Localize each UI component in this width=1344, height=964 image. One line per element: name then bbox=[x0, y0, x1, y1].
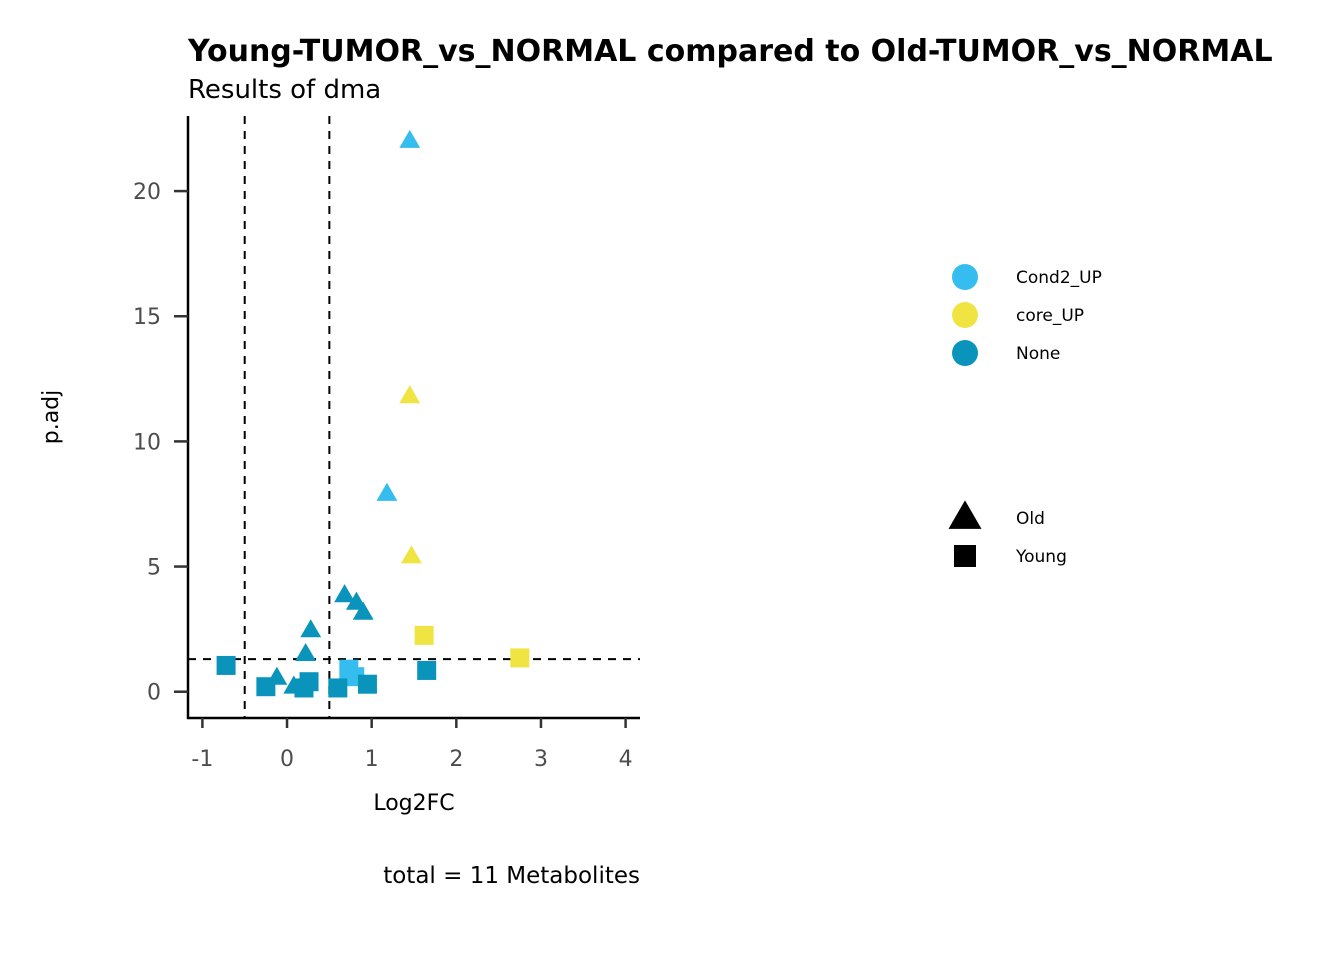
data-point bbox=[376, 482, 398, 501]
x-tick-label: 1 bbox=[365, 747, 379, 772]
y-axis-title: p.adj bbox=[39, 390, 64, 445]
data-point bbox=[417, 660, 437, 680]
shape-legend: Old Young bbox=[948, 500, 1067, 567]
y-tick-label: 15 bbox=[133, 305, 161, 330]
chart-subtitle: Results of dma bbox=[188, 75, 381, 105]
data-point bbox=[414, 625, 434, 645]
legend-color-label: None bbox=[1016, 344, 1060, 364]
x-axis-ticks: -1 0 1 2 3 4 bbox=[191, 718, 633, 772]
data-point bbox=[299, 672, 319, 692]
chart-caption: total = 11 Metabolites bbox=[383, 863, 640, 889]
x-axis-title: Log2FC bbox=[373, 791, 454, 816]
legend-color-label: core_UP bbox=[1016, 306, 1084, 326]
y-tick-label: 20 bbox=[133, 180, 161, 205]
legend-color-swatch bbox=[952, 302, 978, 328]
data-point bbox=[357, 674, 377, 694]
x-tick-label: 2 bbox=[449, 747, 463, 772]
legend-shape-swatch bbox=[954, 545, 976, 567]
data-point bbox=[399, 385, 421, 404]
x-tick-label: -1 bbox=[191, 747, 213, 772]
legend-shape-swatch bbox=[948, 500, 982, 529]
legend-color-label: Cond2_UP bbox=[1016, 268, 1102, 288]
y-tick-label: 0 bbox=[147, 681, 161, 706]
x-tick-label: 4 bbox=[619, 747, 633, 772]
y-tick-label: 5 bbox=[147, 556, 161, 581]
chart-title: Young-TUMOR_vs_NORMAL compared to Old-TU… bbox=[187, 34, 1273, 69]
data-point bbox=[300, 619, 322, 638]
data-point bbox=[216, 655, 236, 675]
data-point bbox=[328, 678, 348, 698]
legend-shape-label: Young bbox=[1015, 547, 1067, 567]
axes bbox=[186, 116, 640, 720]
data-point bbox=[295, 642, 317, 662]
legend-color-swatch bbox=[952, 340, 978, 366]
x-tick-label: 0 bbox=[280, 747, 294, 772]
data-points bbox=[216, 129, 530, 698]
data-point bbox=[399, 129, 421, 148]
data-point bbox=[256, 677, 276, 697]
x-tick-label: 3 bbox=[534, 747, 548, 772]
data-point bbox=[334, 584, 356, 603]
data-point bbox=[510, 648, 530, 668]
y-tick-label: 10 bbox=[133, 430, 161, 455]
color-legend: Cond2_UP core_UP None bbox=[952, 264, 1102, 366]
legend-shape-label: Old bbox=[1016, 509, 1045, 529]
data-point bbox=[352, 601, 374, 620]
reference-lines bbox=[188, 116, 640, 718]
data-point bbox=[401, 545, 422, 564]
legend-color-swatch bbox=[952, 264, 978, 290]
y-axis-ticks: 0 5 10 15 20 bbox=[133, 180, 188, 706]
